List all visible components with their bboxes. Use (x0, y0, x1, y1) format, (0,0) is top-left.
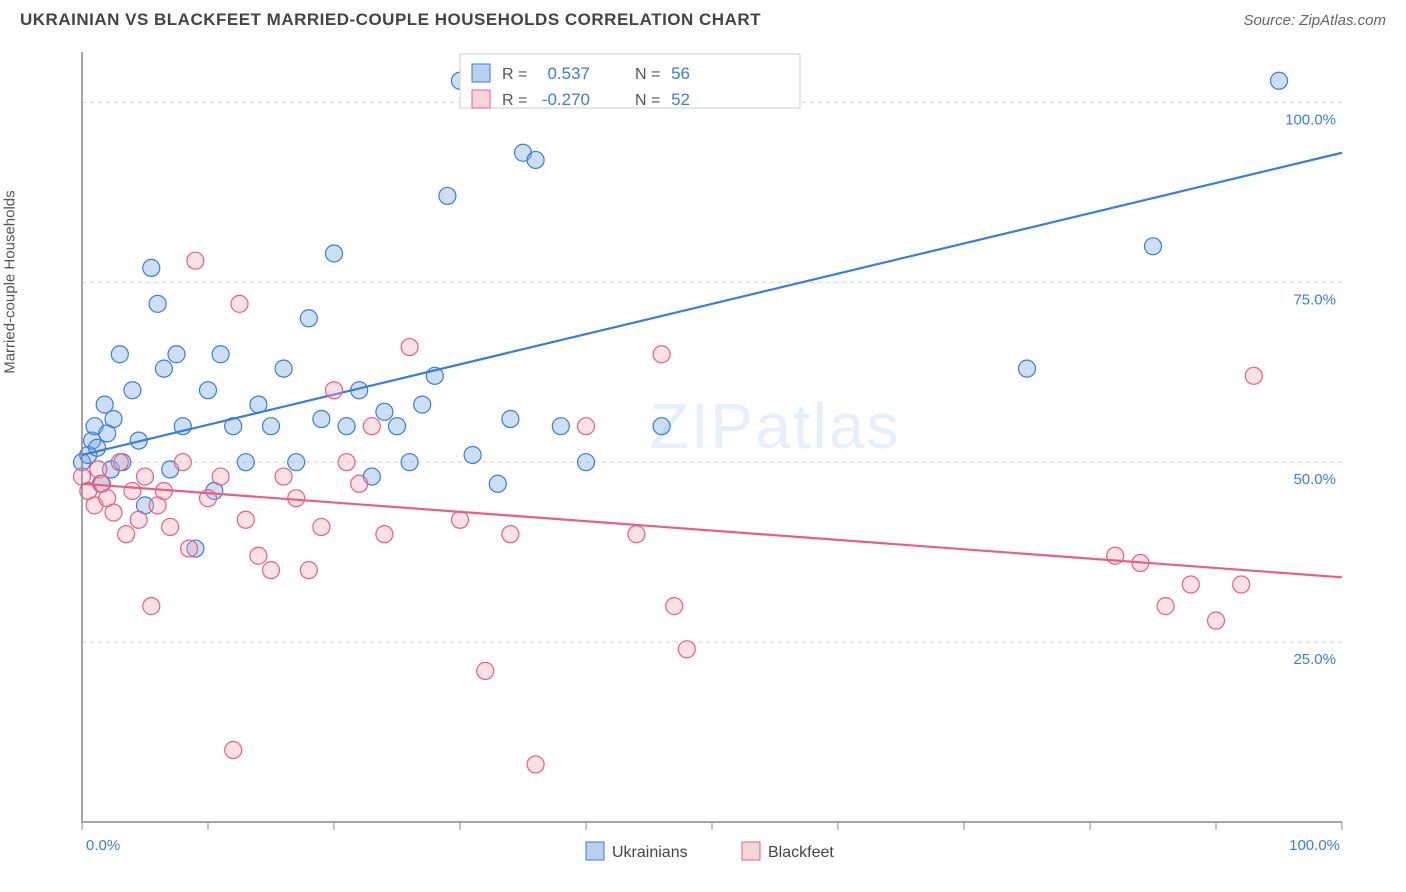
data-point (313, 411, 330, 428)
data-point (263, 562, 280, 579)
data-point (168, 346, 185, 363)
data-point (1245, 367, 1262, 384)
data-point (111, 346, 128, 363)
data-point (149, 295, 166, 312)
data-point (124, 482, 141, 499)
data-point (1157, 598, 1174, 615)
data-point (118, 526, 135, 543)
data-point (187, 252, 204, 269)
data-point (552, 418, 569, 435)
correlation-scatter-chart: 25.0% 50.0% 75.0% 100.0% ZIPatlas 0.0% 100.0% R… (20, 42, 1366, 872)
data-point (1019, 360, 1036, 377)
data-point (351, 475, 368, 492)
data-point (678, 641, 695, 658)
data-point (200, 382, 217, 399)
data-point (502, 526, 519, 543)
data-point (338, 454, 355, 471)
data-point (401, 339, 418, 356)
y-tick-label: 100.0% (1285, 111, 1336, 128)
data-point (477, 662, 494, 679)
data-point (143, 598, 160, 615)
data-point (326, 382, 343, 399)
data-point (237, 511, 254, 528)
data-point (263, 418, 280, 435)
legend-swatch (586, 842, 604, 860)
data-point (237, 454, 254, 471)
y-tick-label: 50.0% (1293, 471, 1336, 488)
data-point (1182, 576, 1199, 593)
legend-r-label: R = (502, 92, 527, 109)
data-point (363, 418, 380, 435)
data-point (105, 504, 122, 521)
y-axis-label: Married-couple Households (2, 190, 19, 373)
data-point (653, 418, 670, 435)
data-point (628, 526, 645, 543)
data-point (502, 411, 519, 428)
data-point (275, 468, 292, 485)
data-point (527, 756, 544, 773)
legend-n-value: 56 (671, 64, 690, 83)
legend-n-label: N = (635, 66, 660, 83)
data-point (527, 151, 544, 168)
legend-swatch (472, 64, 490, 82)
data-point (162, 518, 179, 535)
legend-r-label: R = (502, 66, 527, 83)
data-point (1208, 612, 1225, 629)
legend-r-value: -0.270 (542, 90, 590, 109)
legend-swatch (472, 90, 490, 108)
data-point (313, 518, 330, 535)
legend-swatch (742, 842, 760, 860)
data-point (225, 742, 242, 759)
chart-title: UKRAINIAN VS BLACKFEET MARRIED-COUPLE HO… (20, 10, 761, 30)
data-point (130, 511, 147, 528)
data-point (212, 468, 229, 485)
data-point (181, 540, 198, 557)
data-point (578, 454, 595, 471)
data-point (414, 396, 431, 413)
legend-n-label: N = (635, 92, 660, 109)
data-point (275, 360, 292, 377)
y-tick-label: 75.0% (1293, 291, 1336, 308)
x-tick-label: 100.0% (1289, 837, 1340, 854)
data-point (1145, 238, 1162, 255)
legend-r-value: 0.537 (547, 64, 590, 83)
data-point (250, 547, 267, 564)
data-point (338, 418, 355, 435)
data-point (666, 598, 683, 615)
data-point (300, 562, 317, 579)
data-point (212, 346, 229, 363)
legend-series-label: Blackfeet (768, 844, 834, 861)
data-point (452, 511, 469, 528)
source-attribution: Source: ZipAtlas.com (1243, 12, 1386, 29)
data-point (326, 245, 343, 262)
data-point (124, 382, 141, 399)
x-tick-label: 0.0% (86, 837, 120, 854)
watermark: ZIPatlas (650, 390, 901, 462)
data-point (288, 454, 305, 471)
data-point (143, 259, 160, 276)
data-point (155, 360, 172, 377)
data-point (1271, 72, 1288, 89)
data-point (401, 454, 418, 471)
data-point (376, 526, 393, 543)
data-point (578, 418, 595, 435)
data-point (389, 418, 406, 435)
legend-series-label: Ukrainians (612, 844, 688, 861)
data-point (105, 411, 122, 428)
data-point (489, 475, 506, 492)
data-point (464, 446, 481, 463)
data-point (111, 454, 128, 471)
legend-n-value: 52 (671, 90, 690, 109)
data-point (1233, 576, 1250, 593)
data-point (300, 310, 317, 327)
data-point (174, 454, 191, 471)
data-point (653, 346, 670, 363)
data-point (376, 403, 393, 420)
data-point (439, 187, 456, 204)
data-point (137, 468, 154, 485)
y-tick-label: 25.0% (1293, 651, 1336, 668)
data-point (231, 295, 248, 312)
